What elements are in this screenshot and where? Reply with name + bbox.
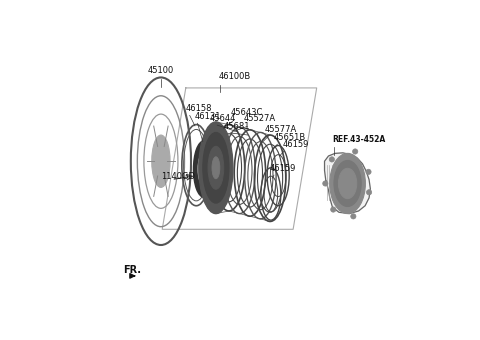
Text: 46158: 46158: [186, 104, 212, 113]
Ellipse shape: [194, 141, 214, 197]
Ellipse shape: [351, 214, 356, 219]
Text: 45527A: 45527A: [243, 114, 276, 123]
Ellipse shape: [198, 152, 210, 186]
Ellipse shape: [338, 168, 357, 199]
Ellipse shape: [366, 169, 371, 174]
Ellipse shape: [323, 181, 328, 186]
Ellipse shape: [152, 135, 170, 187]
Text: 46131: 46131: [195, 112, 221, 121]
Text: 46159: 46159: [282, 140, 309, 150]
Text: 45651B: 45651B: [274, 133, 306, 141]
Text: 45644: 45644: [209, 114, 236, 123]
Ellipse shape: [330, 153, 365, 214]
Ellipse shape: [331, 207, 336, 212]
Text: 45681: 45681: [224, 122, 250, 131]
Text: 46159: 46159: [270, 164, 296, 173]
Text: REF.43-452A: REF.43-452A: [332, 135, 385, 144]
Ellipse shape: [353, 149, 358, 154]
Ellipse shape: [329, 157, 335, 162]
Text: 1140GD: 1140GD: [161, 172, 195, 181]
Ellipse shape: [212, 157, 220, 179]
Text: FR.: FR.: [123, 265, 141, 275]
Ellipse shape: [366, 190, 372, 195]
Polygon shape: [324, 153, 371, 214]
Ellipse shape: [203, 133, 229, 203]
Text: 45100: 45100: [148, 66, 174, 75]
Ellipse shape: [199, 122, 233, 214]
Text: 45643C: 45643C: [230, 108, 263, 117]
Ellipse shape: [208, 146, 224, 189]
Text: 45577A: 45577A: [264, 125, 297, 134]
Text: 46100B: 46100B: [218, 72, 251, 81]
Ellipse shape: [334, 160, 361, 206]
